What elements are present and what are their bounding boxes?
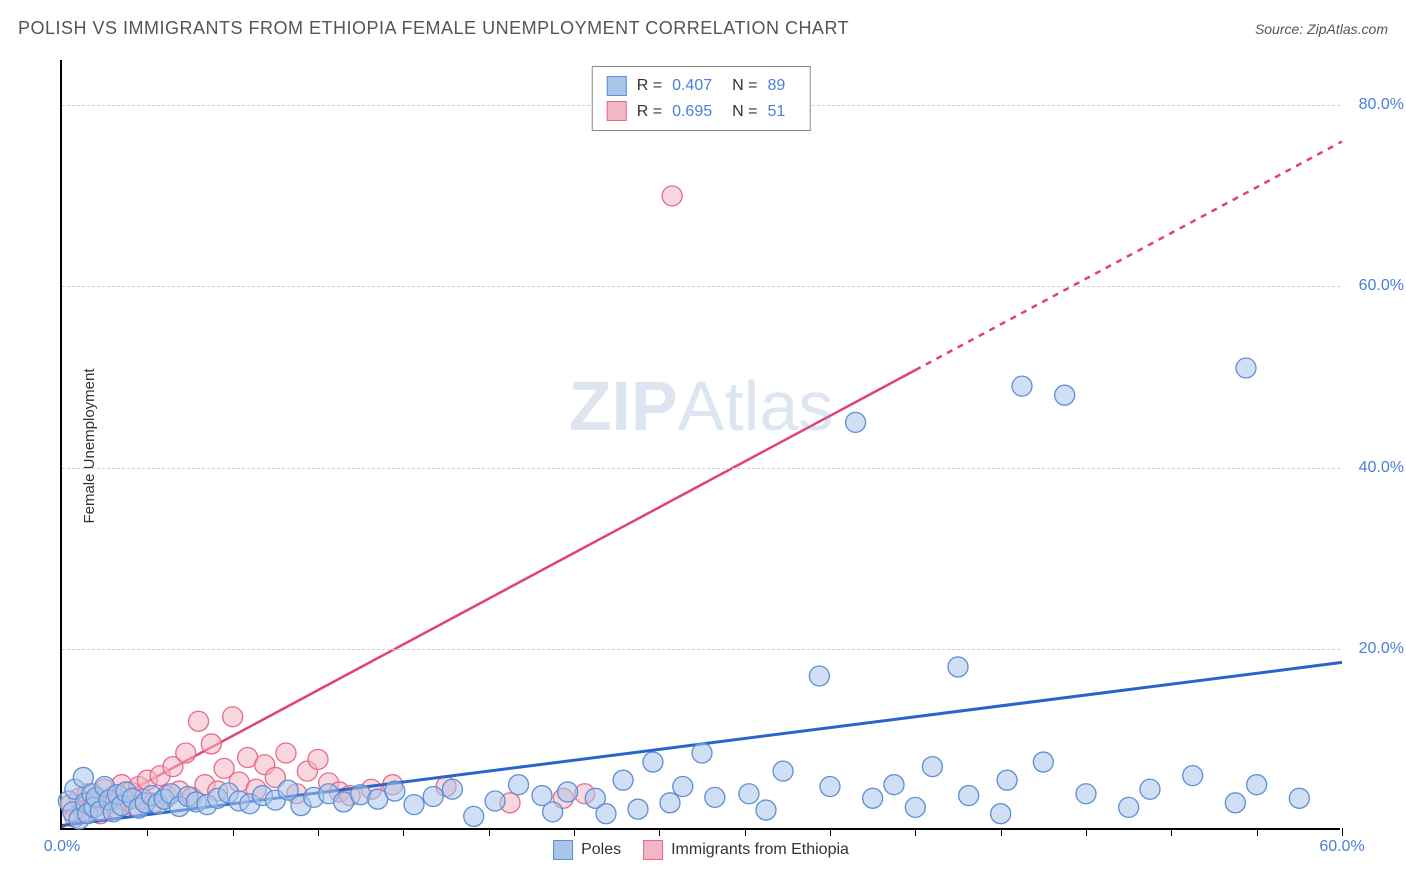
x-tick [318, 828, 319, 836]
data-point [739, 784, 759, 804]
r-value-2: 0.695 [672, 99, 712, 125]
swatch-series-2 [607, 101, 627, 121]
x-tick [1171, 828, 1172, 836]
source-label: Source: ZipAtlas.com [1255, 21, 1388, 37]
title-row: POLISH VS IMMIGRANTS FROM ETHIOPIA FEMAL… [18, 18, 1388, 39]
x-tick [489, 828, 490, 836]
data-point [643, 752, 663, 772]
data-point [1225, 793, 1245, 813]
data-point [464, 806, 484, 826]
x-tick [830, 828, 831, 836]
chart-svg [62, 60, 1340, 828]
data-point [863, 788, 883, 808]
data-point [176, 743, 196, 763]
data-point [662, 186, 682, 206]
x-tick [233, 828, 234, 836]
data-point [884, 775, 904, 795]
x-tick [574, 828, 575, 836]
gridline [62, 468, 1340, 469]
x-tick [403, 828, 404, 836]
r-value-1: 0.407 [672, 73, 712, 99]
data-point [1055, 385, 1075, 405]
n-value-2: 51 [767, 99, 785, 125]
data-point [948, 657, 968, 677]
x-tick [1257, 828, 1258, 836]
data-point [613, 770, 633, 790]
legend-item-poles: Poles [553, 840, 621, 860]
data-point [905, 797, 925, 817]
data-point [543, 802, 563, 822]
trend-line-dashed-Immigrants from Ethiopia [915, 142, 1342, 371]
legend-row-1: R = 0.407 N = 89 [607, 73, 796, 99]
data-point [442, 779, 462, 799]
y-tick-label: 80.0% [1344, 96, 1404, 114]
r-label: R = [637, 99, 662, 125]
x-tick-label: 60.0% [1319, 838, 1364, 856]
data-point [673, 777, 693, 797]
data-point [628, 799, 648, 819]
swatch-ethiopia [643, 840, 663, 860]
x-tick [1342, 828, 1343, 836]
legend-correlation: R = 0.407 N = 89 R = 0.695 N = 51 [592, 66, 811, 131]
data-point [846, 412, 866, 432]
data-point [922, 757, 942, 777]
x-tick [1001, 828, 1002, 836]
data-point [997, 770, 1017, 790]
legend-item-ethiopia: Immigrants from Ethiopia [643, 840, 849, 860]
n-label: N = [732, 99, 757, 125]
data-point [404, 795, 424, 815]
data-point [1033, 752, 1053, 772]
y-tick-label: 40.0% [1344, 459, 1404, 477]
data-point [201, 734, 221, 754]
legend-label-ethiopia: Immigrants from Ethiopia [671, 841, 849, 859]
swatch-series-1 [607, 76, 627, 96]
data-point [308, 749, 328, 769]
data-point [705, 787, 725, 807]
data-point [1119, 797, 1139, 817]
data-point [1076, 784, 1096, 804]
y-tick-label: 60.0% [1344, 277, 1404, 295]
data-point [596, 804, 616, 824]
swatch-poles [553, 840, 573, 860]
data-point [959, 786, 979, 806]
data-point [1289, 788, 1309, 808]
data-point [1012, 376, 1032, 396]
gridline [62, 649, 1340, 650]
chart-title: POLISH VS IMMIGRANTS FROM ETHIOPIA FEMAL… [18, 18, 849, 39]
x-tick [1086, 828, 1087, 836]
legend-series: Poles Immigrants from Ethiopia [553, 840, 849, 860]
data-point [692, 743, 712, 763]
y-tick-label: 20.0% [1344, 640, 1404, 658]
data-point [423, 786, 443, 806]
plot-area: ZIPAtlas R = 0.407 N = 89 R = 0.695 N = … [60, 60, 1340, 830]
data-point [1140, 779, 1160, 799]
x-tick [915, 828, 916, 836]
x-tick [745, 828, 746, 836]
data-point [509, 775, 529, 795]
legend-label-poles: Poles [581, 841, 621, 859]
n-label: N = [732, 73, 757, 99]
data-point [991, 804, 1011, 824]
data-point [558, 782, 578, 802]
data-point [756, 800, 776, 820]
data-point [385, 781, 405, 801]
data-point [276, 743, 296, 763]
x-tick-label: 0.0% [44, 838, 80, 856]
data-point [773, 761, 793, 781]
data-point [485, 791, 505, 811]
data-point [189, 711, 209, 731]
n-value-1: 89 [767, 73, 785, 99]
data-point [1183, 766, 1203, 786]
data-point [809, 666, 829, 686]
data-point [660, 793, 680, 813]
data-point [223, 707, 243, 727]
legend-row-2: R = 0.695 N = 51 [607, 99, 796, 125]
r-label: R = [637, 73, 662, 99]
data-point [820, 777, 840, 797]
x-tick [659, 828, 660, 836]
data-point [1236, 358, 1256, 378]
data-point [1247, 775, 1267, 795]
gridline [62, 286, 1340, 287]
x-tick [147, 828, 148, 836]
